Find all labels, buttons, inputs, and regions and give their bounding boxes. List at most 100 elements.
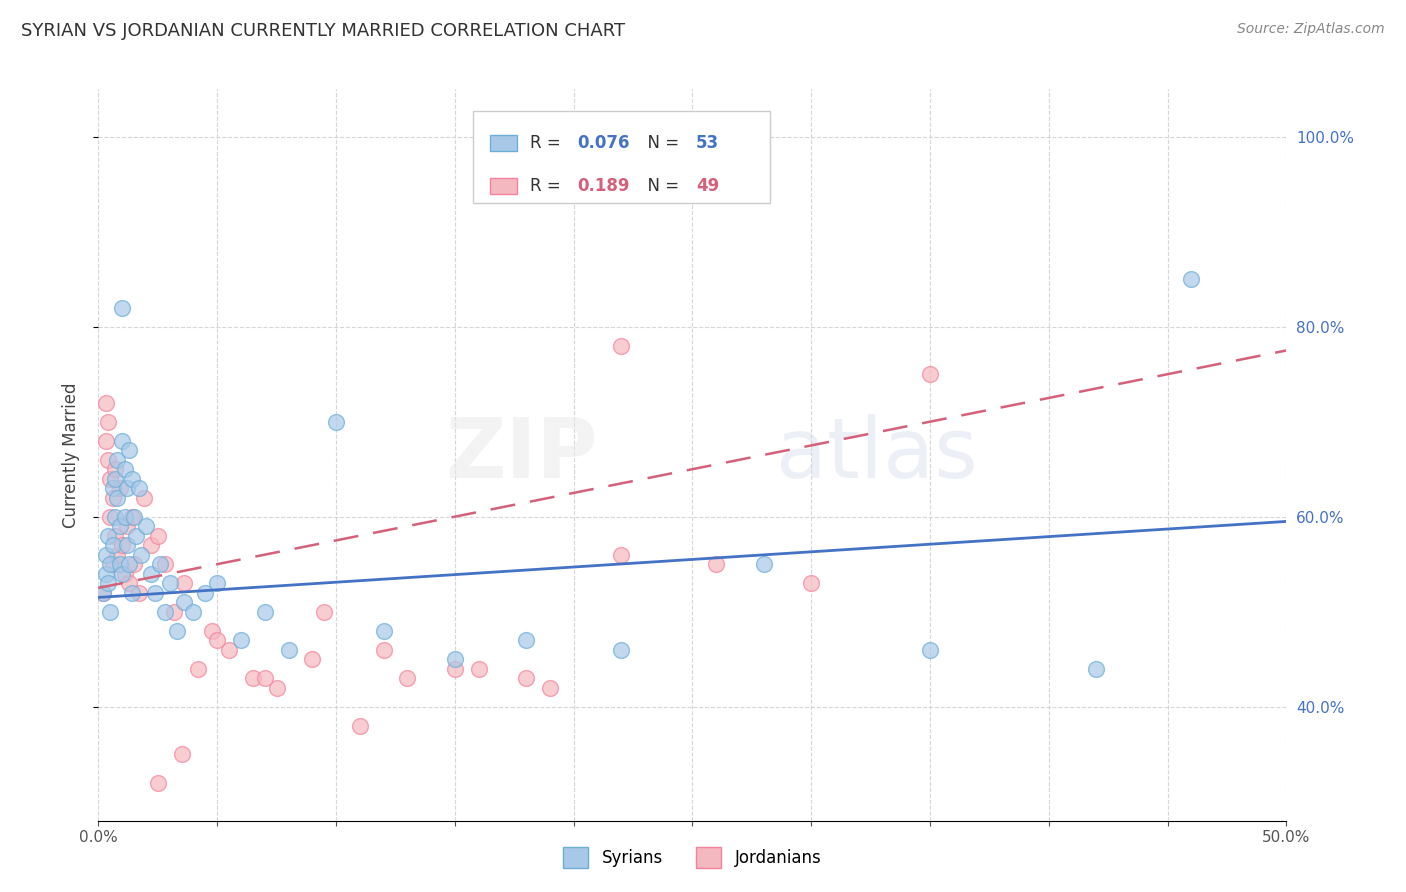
Point <box>121 585 143 599</box>
Point <box>107 548 129 562</box>
Point <box>94 566 117 581</box>
Point <box>101 481 124 495</box>
Point <box>98 472 121 486</box>
Point <box>170 747 193 761</box>
Point <box>207 633 229 648</box>
Point <box>118 557 141 571</box>
Point <box>115 481 138 495</box>
Legend: Syrians, Jordanians: Syrians, Jordanians <box>557 841 828 874</box>
Point <box>314 605 336 619</box>
Point <box>104 509 127 524</box>
Point <box>373 642 395 657</box>
Point <box>108 557 131 571</box>
Point <box>218 642 240 657</box>
Point <box>118 443 141 458</box>
Point <box>187 662 209 676</box>
Point <box>104 462 127 476</box>
Point <box>266 681 288 695</box>
Text: R =: R = <box>530 134 565 153</box>
Point <box>114 462 136 476</box>
Point <box>122 509 145 524</box>
Text: 0.189: 0.189 <box>578 178 630 195</box>
Point <box>373 624 395 638</box>
Text: Source: ZipAtlas.com: Source: ZipAtlas.com <box>1237 22 1385 37</box>
Point <box>752 557 775 571</box>
Y-axis label: Currently Married: Currently Married <box>62 382 80 528</box>
Point <box>97 415 120 429</box>
Point <box>1180 272 1202 286</box>
Point <box>153 557 176 571</box>
Point <box>349 719 371 733</box>
Point <box>91 585 114 599</box>
Point <box>704 557 727 571</box>
Point <box>467 662 489 676</box>
Point <box>111 434 134 448</box>
Point <box>94 434 117 448</box>
Point <box>159 576 181 591</box>
Point <box>129 548 152 562</box>
Point <box>173 595 195 609</box>
Point <box>207 576 229 591</box>
Point <box>538 681 561 695</box>
Point <box>194 585 217 599</box>
Point <box>98 605 121 619</box>
Point <box>104 529 127 543</box>
Point <box>118 576 141 591</box>
Point <box>139 538 162 552</box>
Point <box>111 301 134 315</box>
Point <box>1085 662 1108 676</box>
Text: 53: 53 <box>696 134 718 153</box>
Point <box>149 557 172 571</box>
Point <box>91 585 114 599</box>
Point <box>183 605 205 619</box>
Point <box>97 452 120 467</box>
Text: 49: 49 <box>696 178 720 195</box>
FancyBboxPatch shape <box>491 178 516 194</box>
Point <box>515 671 537 685</box>
Text: R =: R = <box>530 178 565 195</box>
Point <box>325 415 347 429</box>
Point <box>139 566 162 581</box>
Point <box>800 576 823 591</box>
Point <box>122 557 145 571</box>
Point <box>101 557 124 571</box>
Text: SYRIAN VS JORDANIAN CURRENTLY MARRIED CORRELATION CHART: SYRIAN VS JORDANIAN CURRENTLY MARRIED CO… <box>21 22 626 40</box>
Point <box>98 557 121 571</box>
Point <box>301 652 323 666</box>
Point <box>145 585 167 599</box>
Point <box>920 367 942 381</box>
Point <box>201 624 224 638</box>
Point <box>97 529 120 543</box>
Point <box>515 633 537 648</box>
FancyBboxPatch shape <box>472 112 769 202</box>
Point <box>94 395 117 409</box>
Point <box>253 671 276 685</box>
Point <box>128 481 150 495</box>
Point <box>114 509 136 524</box>
Text: 0.076: 0.076 <box>578 134 630 153</box>
Point <box>125 529 148 543</box>
Point <box>173 576 195 591</box>
Point <box>135 519 157 533</box>
Text: N =: N = <box>637 134 683 153</box>
Point <box>146 775 169 789</box>
FancyBboxPatch shape <box>491 135 516 151</box>
Point <box>253 605 276 619</box>
Point <box>132 491 155 505</box>
Text: N =: N = <box>637 178 683 195</box>
Point <box>108 481 131 495</box>
Point <box>98 509 121 524</box>
Point <box>111 566 134 581</box>
Point <box>107 452 129 467</box>
Point <box>107 491 129 505</box>
Point <box>229 633 252 648</box>
Point <box>444 652 467 666</box>
Point <box>121 509 143 524</box>
Point <box>396 671 419 685</box>
Point <box>444 662 467 676</box>
Point <box>97 576 120 591</box>
Text: atlas: atlas <box>776 415 977 495</box>
Point <box>166 624 188 638</box>
Point <box>610 642 633 657</box>
Point <box>101 538 124 552</box>
